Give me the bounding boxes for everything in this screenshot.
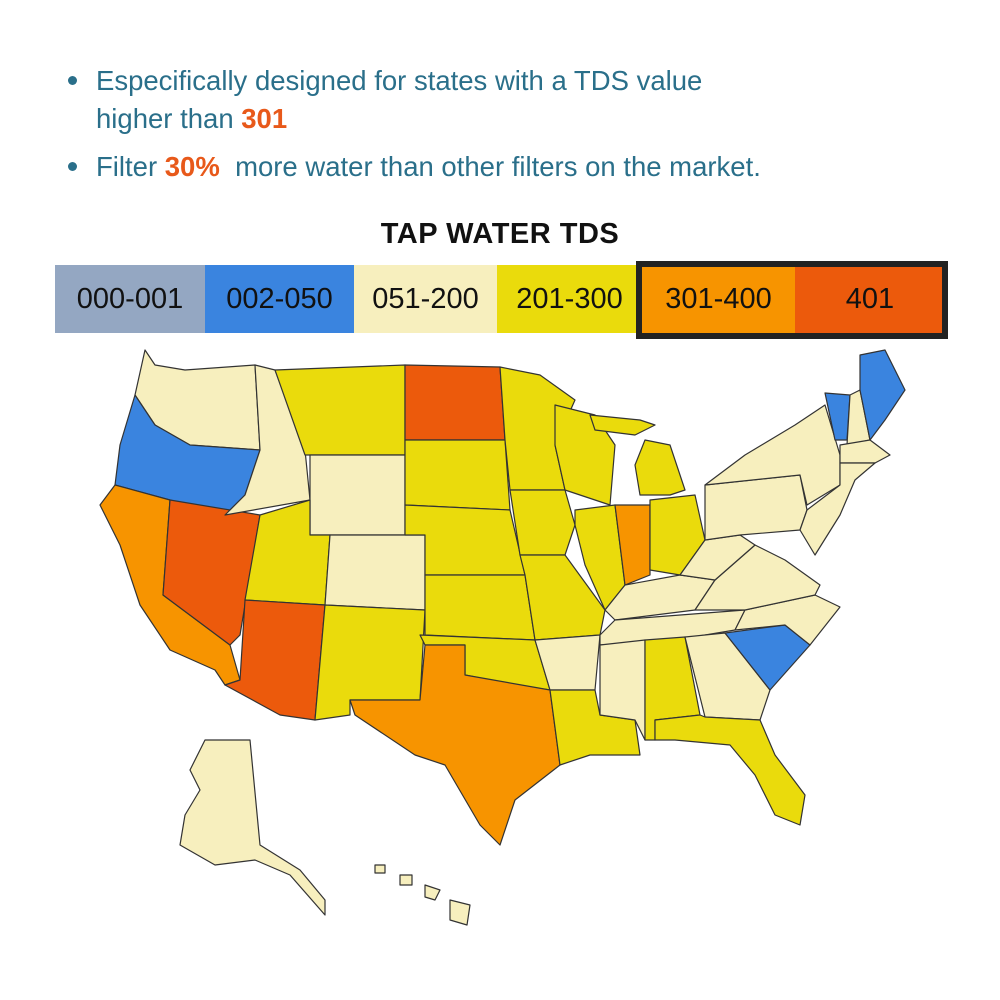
state-hawaii	[374, 864, 471, 926]
state-south-dakota	[404, 439, 511, 511]
state-iowa	[509, 489, 576, 556]
legend-swatch-002-050: 002-050	[205, 265, 354, 333]
state-northeast-small	[799, 462, 876, 556]
state-alaska	[179, 739, 326, 916]
state-pennsylvania	[704, 474, 808, 541]
legend-swatch-201-300: 201-300	[497, 265, 642, 333]
state-north-dakota	[404, 364, 506, 441]
legend-swatch-051-200: 051-200	[354, 265, 497, 333]
legend-swatch-401: 401	[795, 265, 945, 333]
bullet-dot-icon	[68, 162, 77, 171]
state-texas	[349, 644, 561, 846]
state-georgia	[684, 632, 771, 721]
legend-label: 301-400	[665, 282, 772, 315]
us-map-svg	[99, 349, 906, 926]
state-louisiana	[549, 689, 641, 766]
map-title: TAP WATER TDS	[380, 218, 620, 250]
legend-label: 051-200	[372, 282, 479, 315]
bullet-tds: Especifically designed for states with a…	[60, 62, 960, 138]
tds-threshold-value: 301	[241, 103, 288, 134]
legend-label: 201-300	[516, 282, 623, 315]
legend-label: 002-050	[226, 282, 333, 315]
legend-label: 401	[845, 282, 895, 315]
bullet-filter-pre: Filter	[96, 151, 165, 182]
legend-swatch-000-001: 000-001	[55, 265, 205, 333]
state-michigan	[589, 414, 686, 496]
state-mississippi	[599, 639, 646, 741]
bullet-tds-line1: Especifically designed for states with a…	[96, 65, 703, 96]
legend-swatch-301-400: 301-400	[642, 265, 795, 333]
state-west-virginia	[679, 534, 756, 581]
bullet-filter-post: more water than other filters on the mar…	[219, 151, 761, 182]
us-tds-map	[95, 345, 935, 955]
state-colorado	[324, 534, 426, 611]
state-wyoming	[309, 454, 406, 536]
bullet-dot-icon	[68, 76, 77, 85]
state-florida	[654, 714, 806, 826]
state-nevada	[162, 499, 261, 646]
feature-bullets: Especifically designed for states with a…	[60, 62, 960, 186]
state-massachusetts	[839, 439, 891, 464]
filter-percent-value: 30%	[164, 151, 220, 182]
legend-label: 000-001	[76, 282, 184, 315]
state-kansas	[424, 574, 536, 641]
bullet-filter: Filter 30% more water than other filters…	[60, 148, 960, 186]
state-maine	[859, 349, 906, 441]
bullet-tds-line2: higher than	[96, 103, 242, 134]
state-indiana	[614, 504, 651, 586]
